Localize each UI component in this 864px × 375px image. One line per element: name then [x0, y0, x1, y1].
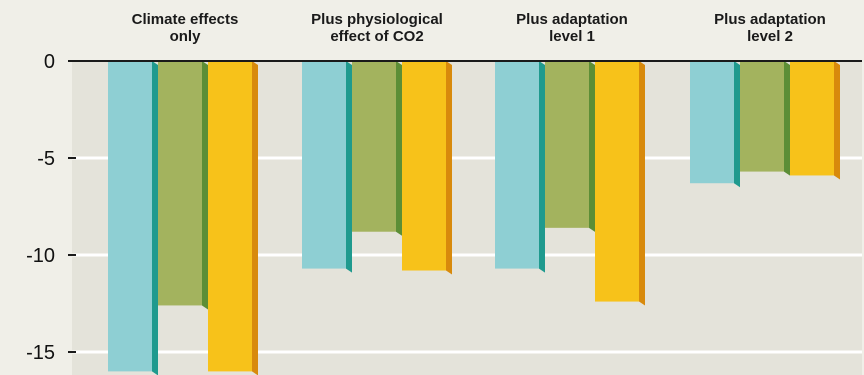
bar-s2-c1	[158, 61, 208, 310]
category-label-3-line-2: level 1	[549, 28, 595, 45]
y-tick-label-3: -15	[26, 342, 55, 364]
category-label-2-line-1: Plus physiological	[311, 11, 443, 28]
bar-s3-c2	[402, 61, 452, 275]
bars	[108, 61, 840, 375]
bar-s1-c4	[690, 61, 740, 188]
bar-s1-c2	[302, 61, 352, 273]
bar-s3-c3	[595, 61, 645, 306]
bar-s1-c1	[108, 61, 158, 375]
y-tick-label-1: -5	[37, 148, 55, 170]
category-label-1-line-2: only	[170, 28, 201, 45]
bar-s2-c2	[352, 61, 402, 236]
category-label-1-line-1: Climate effects	[132, 11, 239, 28]
y-tick-label-2: -10	[26, 245, 55, 267]
bar-s3-c1	[208, 61, 258, 375]
bar-s1-c3	[495, 61, 545, 273]
category-label-3-line-1: Plus adaptation	[516, 11, 628, 28]
y-axis: 0 -5 -10 -15	[26, 51, 862, 364]
bar-s2-c3	[545, 61, 595, 232]
category-label-4-line-1: Plus adaptation	[714, 11, 826, 28]
category-label-2-line-2: effect of CO2	[330, 28, 423, 45]
category-label-4-line-2: level 2	[747, 28, 793, 45]
bar-s3-c4	[790, 61, 840, 180]
bar-s2-c4	[740, 61, 790, 176]
y-tick-label-0: 0	[44, 51, 55, 73]
